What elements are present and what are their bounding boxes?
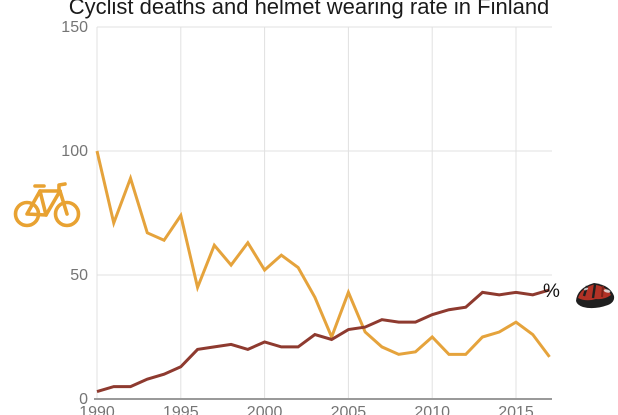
series-line-helmet-wearing-rate- [96,288,550,393]
x-tick-label: 2005 [331,404,367,415]
percent-axis-label: % [543,281,560,302]
x-tick-label: 1995 [163,404,199,415]
series-line-cyclist-deaths [95,150,551,358]
y-tick-label: 150 [61,19,88,36]
y-tick-label: 0 [79,391,88,408]
x-tick-label: 2010 [414,404,450,415]
bicycle-icon [13,173,81,234]
x-tick-label: 2000 [247,404,283,415]
y-tick-label: 100 [61,143,88,160]
y-tick-label: 50 [70,267,88,284]
helmet-icon [574,279,617,318]
chart-title: Cyclist deaths and helmet wearing rate i… [68,0,550,19]
x-tick-label: 1990 [79,404,115,415]
x-tick-label: 2015 [498,404,534,415]
